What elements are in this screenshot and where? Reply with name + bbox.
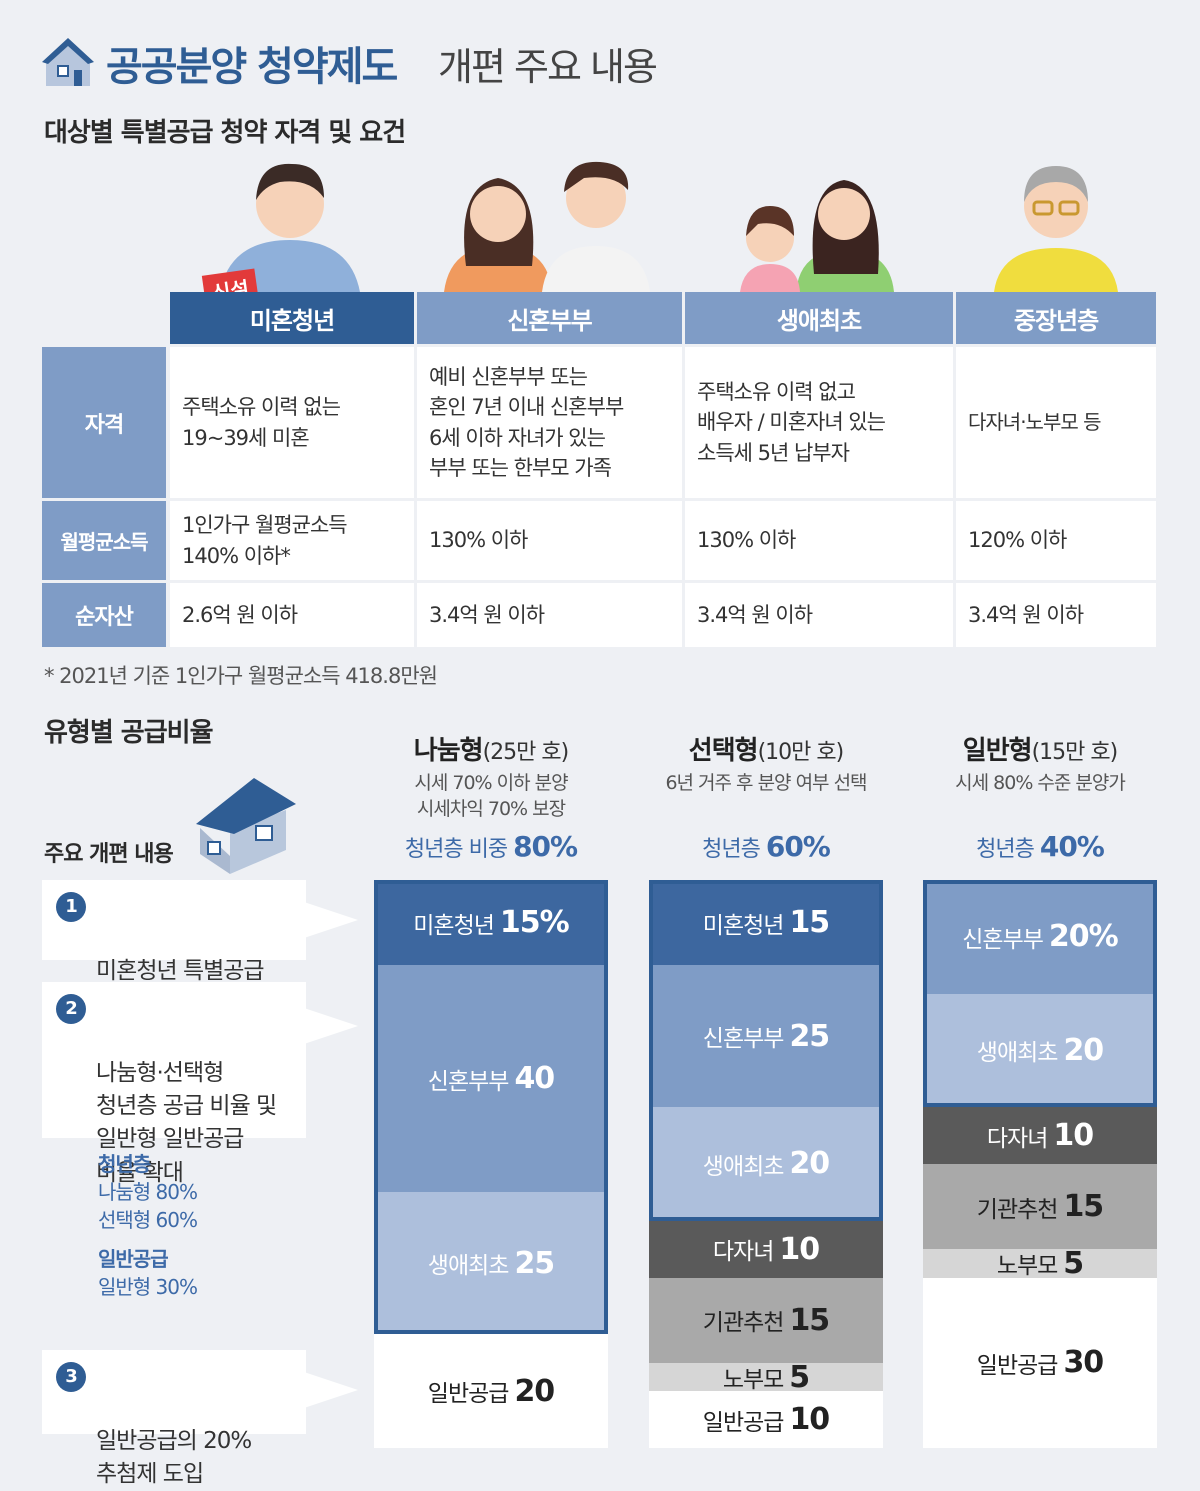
bar-category-name: 나눔형 xyxy=(413,736,484,766)
table-cell: 120% 이하 xyxy=(956,501,1156,580)
table-cell: 예비 신혼부부 또는 혼인 7년 이내 신혼부부 6세 이하 자녀가 있는 부부… xyxy=(417,347,682,498)
youth-segment-outline xyxy=(923,880,1157,1108)
page-title: 공공분양 청약제도 xyxy=(106,44,398,90)
col-header-newlywed: 신혼부부 xyxy=(417,292,682,344)
table-cell: 2.6억 원 이하 xyxy=(170,583,414,647)
bar-segment: 기관추천 15 xyxy=(649,1277,883,1363)
bar-category-desc: 6년 거주 후 분양 여부 선택 xyxy=(665,772,867,794)
col-header-middle-aged: 중장년층 xyxy=(956,292,1156,344)
bar-segment: 노부모 5 xyxy=(923,1246,1157,1281)
section-title-eligibility: 대상별 특별공급 청약 자격 및 요건 xyxy=(44,118,406,148)
bar-column-header: 나눔형(25만 호) 시세 70% 이하 분양 시세차익 70% 보장 xyxy=(354,730,628,822)
bar-segment: 미혼청년 15 xyxy=(649,880,883,966)
bar-segment: 노부모 5 xyxy=(649,1360,883,1395)
pointer-arrow xyxy=(304,902,358,938)
pointer-arrow xyxy=(304,1372,358,1408)
bar-segment: 신혼부부 25 xyxy=(649,965,883,1108)
row-header-eligibility: 자격 xyxy=(42,347,166,498)
row-header-income: 월평균소득 xyxy=(42,501,166,580)
youth-segment-outline xyxy=(649,880,883,1221)
bar-segment: 신혼부부 20% xyxy=(923,880,1157,994)
table-cell: 주택소유 이력 없고 배우자 / 미혼자녀 있는 소득세 5년 납부자 xyxy=(685,347,953,498)
youth-ratio-label: 청년층 비중 80% xyxy=(404,830,578,863)
reform-note-text: 나눔형·선택형 청년층 공급 비율 및 일반형 일반공급 비율 확대 xyxy=(96,1059,277,1186)
table-cell: 3.4억 원 이하 xyxy=(956,583,1156,647)
step-badge: 1 xyxy=(56,892,86,922)
bar-segment: 신혼부부 40 xyxy=(374,965,608,1193)
reform-title: 주요 개편 내용 xyxy=(44,842,174,867)
page-subtitle: 개편 주요 내용 xyxy=(438,45,658,89)
bar-category-name: 선택형 xyxy=(688,736,759,766)
summary-general: 일반공급 일반형 30% xyxy=(98,1247,198,1299)
bar-segment: 다자녀 10 xyxy=(923,1107,1157,1164)
reform-note-3: 3 일반공급의 20% 추첨제 도입 xyxy=(42,1350,306,1487)
step-badge: 3 xyxy=(56,1362,86,1392)
bar-column-header: 일반형(15만 호) 시세 80% 수준 분양가 xyxy=(903,730,1177,797)
first-home-family-illustration xyxy=(740,164,900,296)
reform-note-1: 1 미혼청년 특별공급 신설 xyxy=(42,880,306,1017)
bar-category-count: (15만 호) xyxy=(1031,740,1119,765)
table-cell: 3.4억 원 이하 xyxy=(417,583,682,647)
table-cell: 130% 이하 xyxy=(685,501,953,580)
table-cell: 1인가구 월평균소득 140% 이하* xyxy=(170,501,414,580)
reform-note-text: 일반공급의 20% 추첨제 도입 xyxy=(96,1427,252,1488)
bar-category-desc: 시세 80% 수준 분양가 xyxy=(955,772,1126,794)
bar-segment: 기관추천 15 xyxy=(923,1164,1157,1250)
pointer-arrow xyxy=(304,1008,358,1044)
footnote: * 2021년 기준 1인가구 월평균소득 418.8만원 xyxy=(44,664,438,688)
reform-note-2: 2 나눔형·선택형 청년층 공급 비율 및 일반형 일반공급 비율 확대 xyxy=(42,982,306,1186)
bar-segment: 일반공급 30 xyxy=(923,1277,1157,1448)
bar-segment: 생애최초 25 xyxy=(374,1192,608,1335)
bar-segment: 일반공급 20 xyxy=(374,1334,608,1448)
bar-segment: 일반공급 10 xyxy=(649,1391,883,1448)
bar-column-header: 선택형(10만 호) 6년 거주 후 분양 여부 선택 xyxy=(629,730,903,797)
bar-category-count: (10만 호) xyxy=(757,740,845,765)
youth-ratio-label: 청년층 40% xyxy=(976,830,1105,863)
bar-segment: 생애최초 20 xyxy=(923,993,1157,1108)
row-header-assets: 순자산 xyxy=(42,583,166,647)
bar-segment: 미혼청년 15% xyxy=(374,880,608,966)
youth-ratio-label: 청년층 60% xyxy=(702,830,831,863)
middle-aged-illustration xyxy=(994,156,1118,296)
table-cell: 3.4억 원 이하 xyxy=(685,583,953,647)
bar-category-name: 일반형 xyxy=(962,736,1033,766)
col-header-single-youth: 미혼청년 xyxy=(170,292,414,344)
house-logo-icon xyxy=(40,34,96,94)
youth-segment-outline xyxy=(374,880,608,1335)
summary-youth: 청년층 나눔형 80% 선택형 60% xyxy=(98,1152,198,1232)
table-cell: 130% 이하 xyxy=(417,501,682,580)
bar-segment: 생애최초 20 xyxy=(649,1107,883,1221)
step-badge: 2 xyxy=(56,994,86,1024)
house-icon xyxy=(196,770,302,878)
bar-segment: 다자녀 10 xyxy=(649,1220,883,1278)
newlywed-couple-illustration xyxy=(444,156,654,296)
section-title-supply-ratio: 유형별 공급비율 xyxy=(44,718,213,748)
table-cell: 주택소유 이력 없는 19~39세 미혼 xyxy=(170,347,414,498)
table-cell: 다자녀·노부모 등 xyxy=(956,347,1156,498)
bar-category-count: (25만 호) xyxy=(482,740,570,765)
col-header-first-home: 생애최초 xyxy=(685,292,953,344)
bar-category-desc: 시세 70% 이하 분양 시세차익 70% 보장 xyxy=(414,772,568,820)
